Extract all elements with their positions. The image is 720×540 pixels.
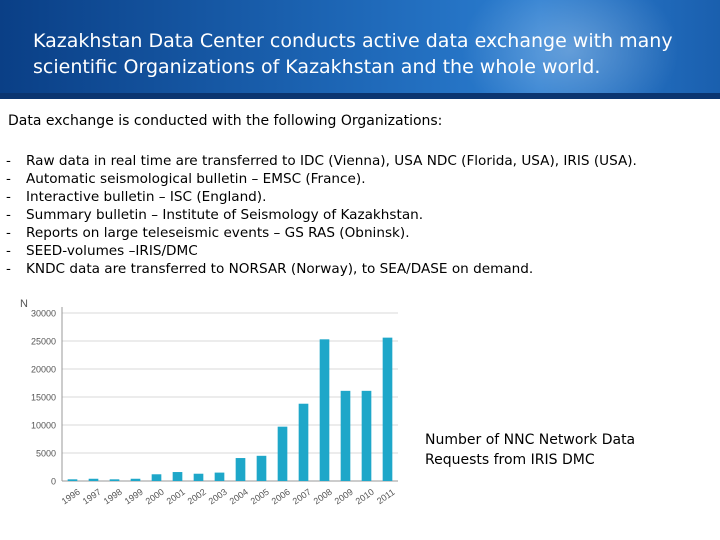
y-tick-label: 0 xyxy=(51,477,56,487)
bar xyxy=(109,479,120,481)
bar xyxy=(235,458,246,481)
y-axis-label: N xyxy=(20,298,28,310)
x-tick-label: 2004 xyxy=(228,487,250,507)
list-bullet: - xyxy=(6,207,11,223)
list-item-text: Automatic seismological bulletin – EMSC … xyxy=(26,171,366,187)
slide-title: Kazakhstan Data Center conducts active d… xyxy=(33,30,673,78)
list-item-text: Summary bulletin – Institute of Seismolo… xyxy=(26,207,424,223)
y-tick-label: 15000 xyxy=(31,393,56,403)
list-bullet: - xyxy=(6,261,11,277)
bar xyxy=(172,472,183,481)
bar xyxy=(151,474,162,481)
x-tick-label: 2011 xyxy=(375,487,397,506)
list-bullet: - xyxy=(6,225,11,241)
banner-highlight xyxy=(460,0,680,93)
requests-bar-chart: 050001000015000200002500030000N199619971… xyxy=(20,298,398,507)
bar xyxy=(193,473,204,481)
bar xyxy=(277,426,288,481)
list-item: - Interactive bulletin – ISC (England). xyxy=(6,188,637,206)
x-tick-label: 1998 xyxy=(102,487,124,507)
organization-list: - Raw data in real time are transferred t… xyxy=(6,152,637,278)
y-tick-label: 25000 xyxy=(31,337,56,347)
list-item: - KNDC data are transferred to NORSAR (No… xyxy=(6,260,637,278)
x-tick-label: 2002 xyxy=(186,487,208,507)
title-banner: Kazakhstan Data Center conducts active d… xyxy=(0,0,720,93)
list-item-text: Raw data in real time are transferred to… xyxy=(26,153,637,169)
list-item: - Reports on large teleseismic events – G… xyxy=(6,224,637,242)
x-tick-label: 2001 xyxy=(165,487,187,507)
bar xyxy=(256,455,267,481)
y-tick-label: 10000 xyxy=(31,421,56,431)
x-tick-label: 1996 xyxy=(60,487,82,507)
y-tick-label: 20000 xyxy=(31,365,56,375)
list-bullet: - xyxy=(6,153,11,169)
list-item: - Summary bulletin – Institute of Seismol… xyxy=(6,206,637,224)
x-tick-label: 2009 xyxy=(333,487,355,507)
list-bullet: - xyxy=(6,189,11,205)
x-tick-label: 2006 xyxy=(270,487,292,507)
x-tick-label: 2005 xyxy=(249,487,271,507)
bar xyxy=(130,478,141,481)
list-item-text: SEED-volumes –IRIS/DMC xyxy=(26,243,198,259)
y-tick-label: 30000 xyxy=(31,309,56,319)
list-item-text: Interactive bulletin – ISC (England). xyxy=(26,189,267,205)
x-tick-label: 2008 xyxy=(312,487,334,507)
x-tick-label: 2010 xyxy=(354,487,376,507)
bar xyxy=(340,390,351,481)
intro-text: Data exchange is conducted with the foll… xyxy=(8,113,443,129)
bar xyxy=(214,472,225,481)
bar xyxy=(88,478,99,481)
list-item: - Raw data in real time are transferred t… xyxy=(6,152,637,170)
bar xyxy=(361,390,372,481)
x-tick-label: 1997 xyxy=(81,487,103,507)
y-tick-label: 5000 xyxy=(36,449,56,459)
bar xyxy=(298,403,309,481)
bar xyxy=(319,339,330,481)
bar xyxy=(67,479,78,481)
x-tick-label: 2000 xyxy=(144,487,166,507)
bar xyxy=(382,337,393,481)
list-item-text: KNDC data are transferred to NORSAR (Nor… xyxy=(26,261,534,277)
chart-caption: Number of NNC Network Data Requests from… xyxy=(425,432,636,468)
list-bullet: - xyxy=(6,243,11,259)
banner-divider xyxy=(0,93,720,99)
list-item-text: Reports on large teleseismic events – GS… xyxy=(26,225,410,241)
list-item: - SEED-volumes –IRIS/DMC xyxy=(6,242,637,260)
x-tick-label: 1999 xyxy=(123,487,145,507)
x-tick-label: 2003 xyxy=(207,487,229,507)
list-bullet: - xyxy=(6,171,11,187)
list-item: - Automatic seismological bulletin – EMSC… xyxy=(6,170,637,188)
x-tick-label: 2007 xyxy=(291,487,313,507)
